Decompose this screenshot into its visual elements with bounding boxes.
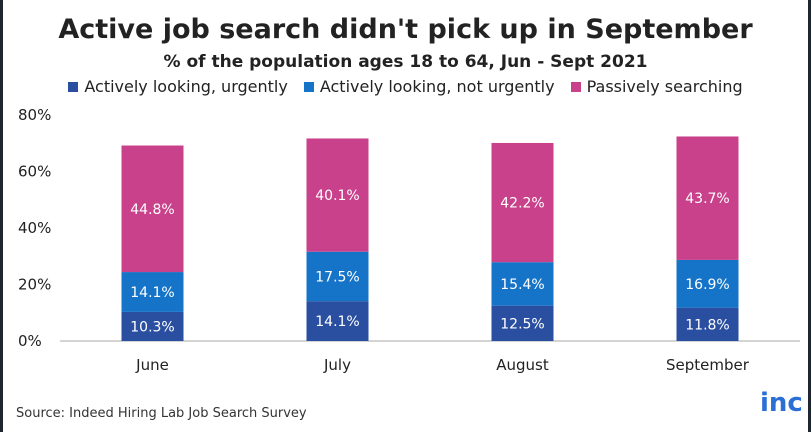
x-tick-label: September: [666, 356, 750, 374]
bar-segment: [121, 145, 184, 273]
legend-item-2: Passively searching: [570, 77, 743, 96]
y-tick-label: 0%: [18, 332, 42, 350]
legend-item-0: Actively looking, urgently: [68, 77, 288, 96]
legend-item-1: Actively looking, not urgently: [303, 77, 555, 96]
legend-label: Passively searching: [586, 77, 743, 96]
chart-legend: Actively looking, urgently Actively looki…: [0, 77, 811, 96]
legend-label: Actively looking, not urgently: [319, 77, 555, 96]
bar-segment: [676, 259, 739, 308]
bar-segment: [306, 251, 369, 302]
bar-segment: [491, 142, 554, 263]
legend-label: Actively looking, urgently: [84, 77, 288, 96]
data-label: 10.3%: [130, 319, 174, 335]
legend-swatch: [68, 81, 79, 92]
indeed-logo: inc: [760, 388, 803, 418]
data-label: 42.2%: [500, 196, 544, 212]
data-label: 44.8%: [130, 202, 174, 218]
bar-segment: [121, 272, 184, 312]
y-tick-label: 40%: [18, 219, 51, 237]
bar-segment: [121, 311, 184, 341]
chart-subtitle: % of the population ages 18 to 64, Jun -…: [163, 52, 648, 72]
data-label: 14.1%: [130, 285, 174, 301]
y-tick-label: 80%: [18, 106, 51, 124]
data-label: 12.5%: [500, 316, 544, 332]
source-note: Source: Indeed Hiring Lab Job Search Sur…: [16, 406, 307, 421]
bar-segment: [306, 301, 369, 341]
x-tick-label: July: [323, 356, 351, 374]
bar-segment: [491, 262, 554, 306]
bar-segment: [676, 136, 739, 260]
bar-segment: [491, 305, 554, 341]
data-label: 16.9%: [685, 277, 729, 293]
legend-swatch: [303, 81, 314, 92]
data-label: 15.4%: [500, 277, 544, 293]
y-tick-label: 60%: [18, 163, 51, 181]
x-tick-label: June: [135, 356, 169, 374]
x-tick-label: August: [496, 356, 549, 374]
data-label: 40.1%: [315, 188, 359, 204]
chart-title: Active job search didn't pick up in Sept…: [58, 14, 753, 45]
data-label: 17.5%: [315, 269, 359, 285]
bar-segment: [676, 307, 739, 341]
data-label: 14.1%: [315, 314, 359, 330]
data-label: 11.8%: [685, 317, 729, 333]
y-tick-label: 20%: [18, 276, 51, 294]
legend-swatch: [570, 81, 581, 92]
bar-segment: [306, 138, 369, 252]
data-label: 43.7%: [685, 191, 729, 207]
